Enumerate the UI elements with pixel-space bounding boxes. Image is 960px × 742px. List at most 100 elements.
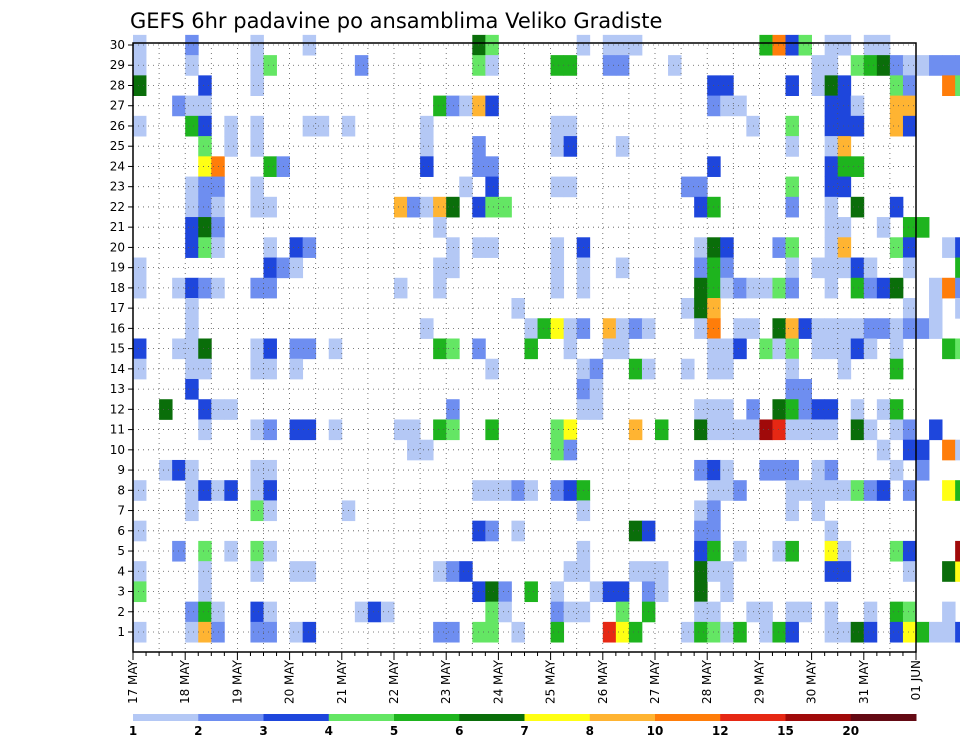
heatmap-cell [185,196,199,218]
heatmap-cell [615,581,630,603]
heatmap-cell [785,277,799,299]
heatmap-cell [929,419,943,441]
heatmap-cell [250,338,264,360]
heatmap-cell [563,601,578,623]
colorbar-legend: 1 2 3 4 5 6 7 8 10 12 15 20 [129,714,917,738]
heatmap-cell [759,277,773,299]
heatmap-cell [302,115,317,137]
y-tick-label: 20 [110,240,125,254]
heatmap-cell [837,338,852,360]
heatmap-cell [198,601,212,623]
heatmap-cell [550,581,565,603]
y-tick-label: 8 [117,483,125,497]
heatmap-cell [498,601,512,623]
heatmap-cell [263,601,277,623]
heatmap-cell [733,480,747,501]
heatmap-cell [942,338,956,360]
heatmap-cell [133,115,147,137]
y-tick-label: 26 [110,119,125,133]
heatmap-cell [720,257,734,279]
heatmap-cell [955,480,960,501]
heatmap-cell [485,156,499,177]
heatmap-cell [133,621,147,643]
heatmap-cell [550,439,565,461]
colorbar-label: 3 [259,724,267,738]
heatmap-cell [472,196,486,218]
heatmap-cell [902,318,917,339]
heatmap-cell [889,95,904,117]
colorbar-label: 20 [842,724,859,738]
heatmap-cell [133,581,147,603]
heatmap-cell [563,419,578,441]
heatmap-cell [889,115,904,137]
heatmap-cell [472,55,486,76]
heatmap-cell [602,621,617,643]
heatmap-cell [850,277,865,299]
heatmap-cell [250,358,264,380]
heatmap-cell [785,459,799,481]
heatmap-cell [824,480,839,501]
heatmap-cell [185,298,199,319]
heatmap-cell [863,338,878,360]
heatmap-cell [185,358,199,380]
heatmap-cell [289,419,304,441]
heatmap-cell [263,156,277,177]
colorbar-label: 10 [647,724,664,738]
heatmap-cell [785,378,799,400]
heatmap-cell [902,217,917,238]
heatmap-cell [302,338,317,360]
heatmap-cell [889,621,904,643]
heatmap-cell [589,358,604,380]
heatmap-cell [929,277,943,299]
heatmap-cell [798,318,812,339]
heatmap-cell [224,115,238,137]
colorbar-swatch [263,714,330,721]
heatmap-cell [433,561,447,582]
heatmap-cell [863,277,878,299]
heatmap-cell [694,399,708,420]
colorbar-label: 5 [390,724,398,738]
x-tick-label: 31 MAY [857,659,871,704]
heatmap-cell [824,257,839,279]
heatmap-cell [694,561,708,582]
heatmap-cell [720,277,734,299]
heatmap-cell [824,75,839,96]
heatmap-cell [955,277,960,299]
heatmap-cell [850,115,865,137]
heatmap-cell [159,399,173,420]
heatmap-cell [837,156,852,177]
heatmap-cell [185,318,199,339]
heatmap-cell [550,419,565,441]
heatmap-cell [785,196,799,218]
heatmap-cell [824,540,839,562]
heatmap-cell [250,136,264,157]
x-tick-label: 28 MAY [700,659,714,704]
heatmap-cell [837,358,852,380]
y-tick-label: 11 [110,423,125,437]
y-tick-label: 30 [110,38,125,52]
heatmap-cell [785,399,799,420]
heatmap-cell [824,156,839,177]
heatmap-cell [772,459,786,481]
heatmap-cell [929,621,943,643]
heatmap-cell [942,439,956,461]
heatmap-cell [916,55,930,76]
heatmap-cell [446,419,460,441]
heatmap-cell [302,419,317,441]
heatmap-cell [263,196,277,218]
colorbar-swatch [720,714,786,721]
heatmap-cell [824,338,839,360]
heatmap-cell [955,561,960,582]
heatmap-cell [733,419,747,441]
heatmap-cell [420,136,434,157]
colorbar-label: 6 [455,724,463,738]
heatmap-cell [563,561,578,582]
heatmap-cell [459,95,473,117]
heatmap-cell [185,601,199,623]
heatmap-cell [289,338,304,360]
heatmap-cell [198,217,212,238]
heatmap-cell [446,399,460,420]
colorbar-label: 12 [712,724,729,738]
heatmap-cell [459,561,473,582]
heatmap-cell [720,561,734,582]
